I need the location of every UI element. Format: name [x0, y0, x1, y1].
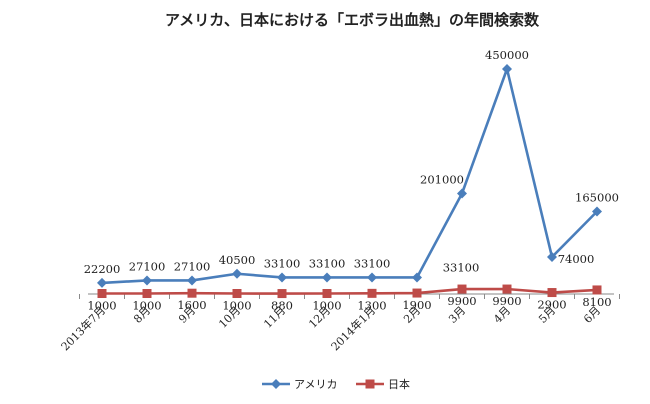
- data-point: [277, 272, 287, 283]
- legend-label: 日本: [388, 377, 410, 391]
- data-label: 1900: [402, 298, 431, 312]
- legend-label: アメリカ: [294, 378, 337, 391]
- data-point: [232, 268, 242, 279]
- data-point: [322, 289, 332, 298]
- data-label: 33100: [443, 260, 480, 274]
- data-label: 33100: [354, 256, 391, 270]
- data-label: 40500: [219, 253, 256, 267]
- data-label: 33100: [309, 256, 346, 270]
- data-point: [97, 289, 107, 298]
- legend-item: 日本: [356, 377, 410, 391]
- data-point: [457, 188, 467, 199]
- data-point: [187, 275, 197, 286]
- legend-marker: [271, 379, 281, 389]
- data-point: [322, 272, 332, 283]
- data-point: [547, 288, 557, 298]
- data-point: [592, 206, 602, 217]
- data-label: 1000: [87, 299, 116, 313]
- data-label: 1000: [132, 299, 161, 313]
- data-point: [187, 288, 197, 298]
- data-point: [412, 272, 422, 283]
- data-label: 1000: [222, 299, 251, 313]
- data-point: [367, 272, 377, 283]
- legend-marker: [365, 379, 375, 389]
- data-point: [277, 289, 287, 299]
- data-label: 1000: [312, 299, 341, 313]
- data-label: 33100: [264, 256, 301, 270]
- data-label: 450000: [485, 48, 529, 62]
- data-label: 1600: [177, 298, 206, 312]
- data-label: 9900: [447, 294, 476, 308]
- data-label: 8100: [582, 295, 611, 309]
- legend: アメリカ 日本: [262, 377, 410, 391]
- data-point: [142, 289, 152, 298]
- data-label: 1300: [357, 298, 386, 312]
- series-line: [101, 67, 598, 285]
- data-label: 74000: [558, 252, 595, 266]
- series-japan: 1000 1000 1600 1000 880 1000 1300 1900 9900 9900 2…: [87, 284, 612, 313]
- data-label: 22200: [84, 262, 121, 276]
- series-usa: 22200 27100 27100 40500 33100 33100 33100 33100…: [84, 48, 619, 288]
- series-line: [102, 287, 598, 295]
- data-point: [142, 275, 152, 286]
- data-point: [502, 284, 512, 294]
- data-point: [502, 64, 512, 74]
- data-label: 201000: [420, 173, 464, 187]
- legend-item: アメリカ: [262, 378, 337, 391]
- data-point: [547, 252, 557, 262]
- data-label: 2900: [537, 298, 566, 312]
- data-label: 880: [271, 299, 293, 313]
- data-point: [97, 277, 107, 288]
- data-point: [457, 284, 467, 294]
- data-point: [367, 288, 377, 298]
- data-label: 27100: [129, 259, 166, 273]
- chart-title: アメリカ、日本における「エボラ出血熱」の年間検索数: [165, 11, 540, 29]
- data-point: [592, 285, 602, 295]
- data-label: 9900: [492, 294, 521, 308]
- data-label: 165000: [575, 191, 619, 205]
- data-point: [412, 288, 422, 298]
- series-layer: 22200 27100 27100 40500 33100 33100 33100 33100…: [84, 48, 619, 313]
- data-label: 27100: [174, 259, 211, 273]
- data-point: [232, 289, 242, 298]
